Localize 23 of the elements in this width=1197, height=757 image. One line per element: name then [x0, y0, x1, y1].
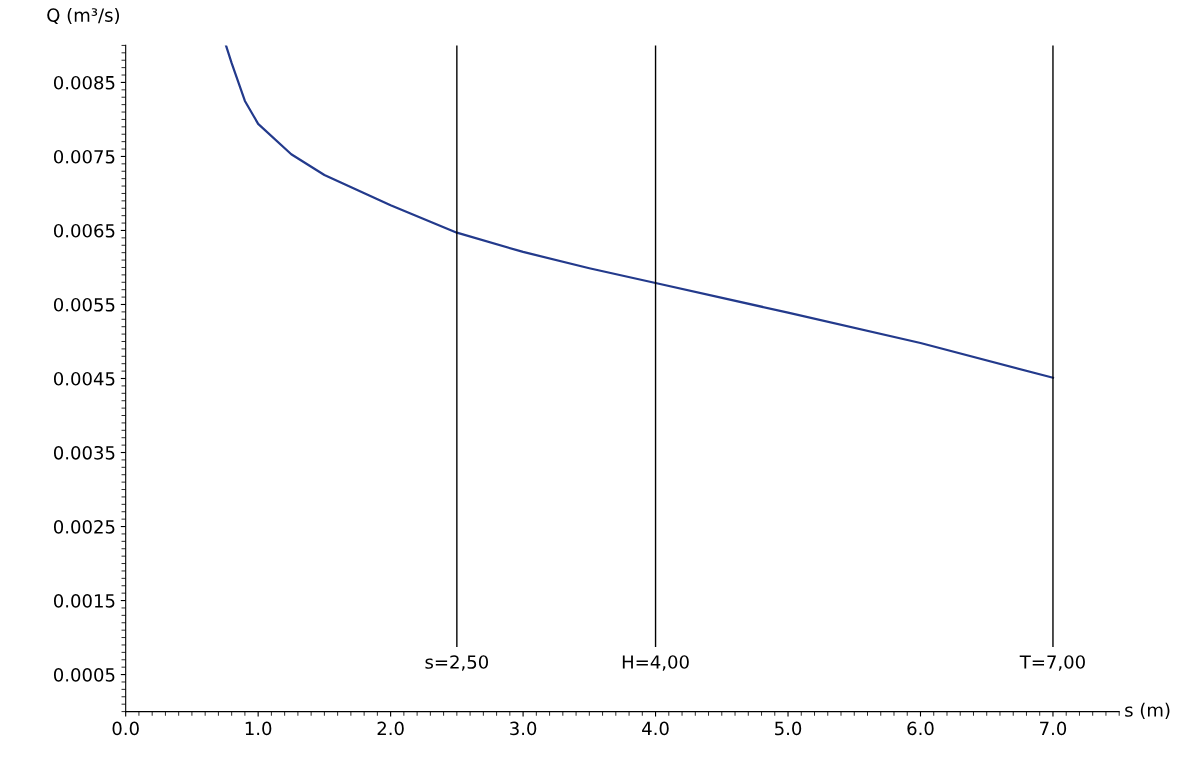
y-tick-label: 0.0055 — [53, 297, 115, 312]
y-tick-label: 0.0025 — [53, 519, 115, 534]
x-tick-label: 0.0 — [112, 721, 139, 736]
x-tick-label: 5.0 — [775, 721, 802, 736]
x-tick-label: 7.0 — [1040, 721, 1067, 736]
ref-line-label: s=2,50 — [425, 655, 489, 671]
ref-line-label: T=7,00 — [1019, 655, 1085, 671]
x-axis-title: s (m) — [1125, 702, 1170, 719]
y-tick-label: 0.0085 — [53, 75, 115, 90]
x-tick-label: 4.0 — [642, 721, 669, 736]
line-series — [224, 45, 1055, 379]
y-axis-title: Q (m³/s) — [47, 7, 120, 25]
ref-line-label: H=4,00 — [622, 655, 689, 671]
y-tick-label: 0.0065 — [53, 223, 115, 238]
y-tick-label: 0.0045 — [53, 371, 115, 386]
x-tick-label: 6.0 — [907, 721, 934, 736]
y-tick-label: 0.0015 — [53, 594, 115, 608]
x-tick-label: 3.0 — [510, 721, 537, 736]
x-tick-label: 1.0 — [245, 721, 272, 736]
y-tick-label: 0.0075 — [53, 149, 115, 164]
y-tick-label: 0.0005 — [53, 668, 115, 682]
y-tick-label: 0.0035 — [53, 445, 115, 460]
x-tick-label: 2.0 — [377, 721, 404, 736]
